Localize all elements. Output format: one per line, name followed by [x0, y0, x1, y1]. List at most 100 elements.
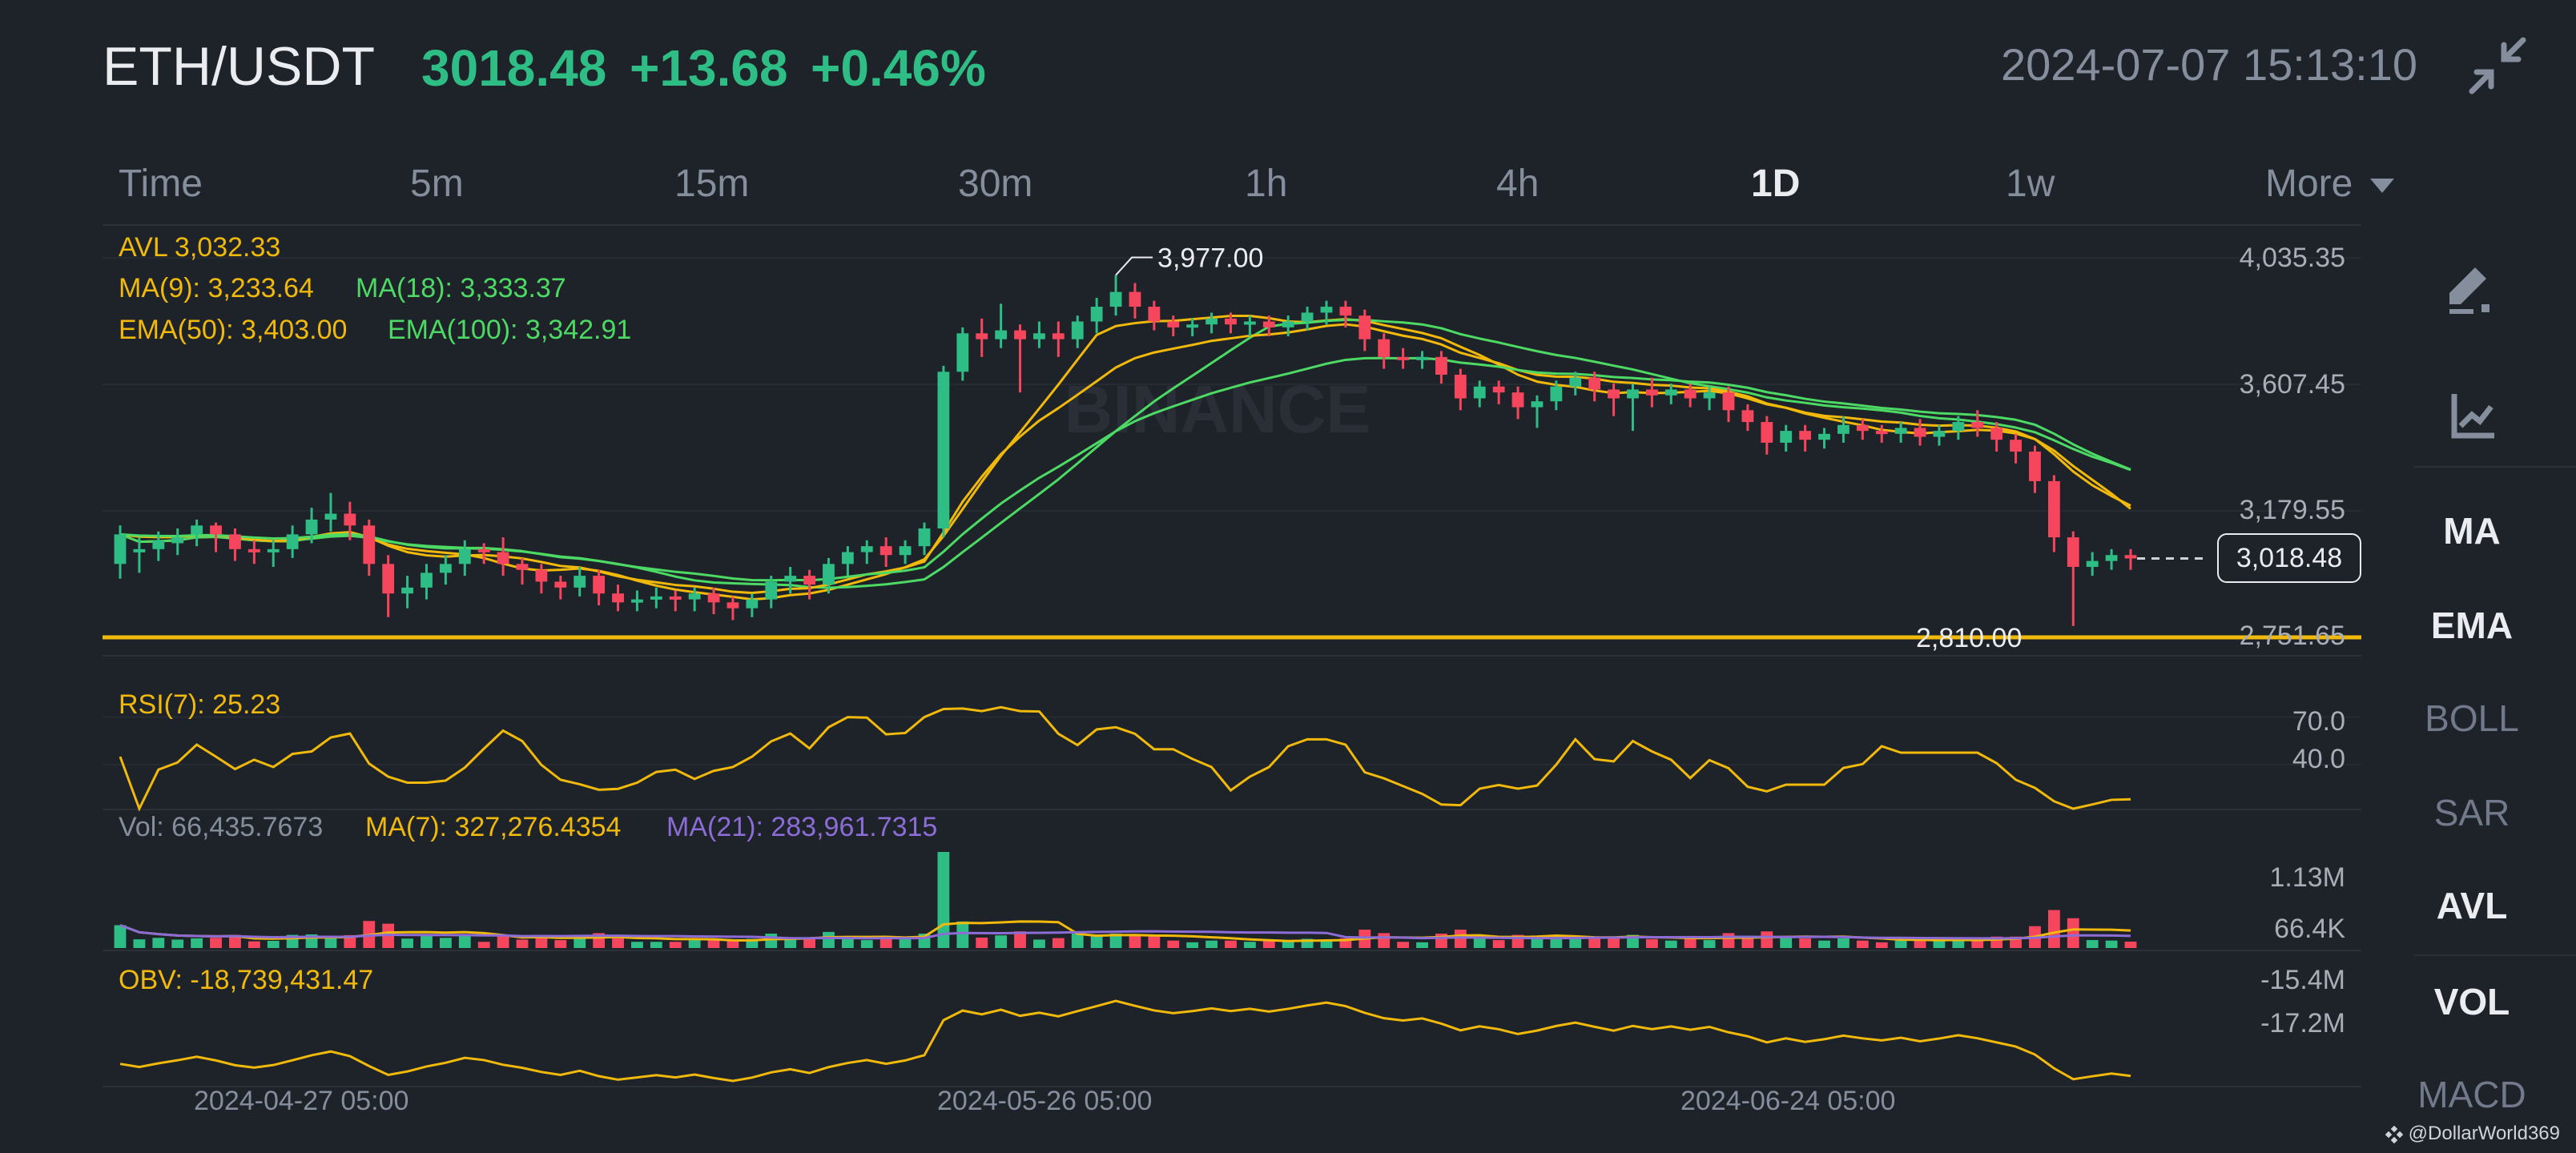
tab-time[interactable]: Time — [119, 163, 203, 205]
volume-bar — [1933, 940, 1946, 948]
tab-1h[interactable]: 1h — [1245, 163, 1288, 205]
divider — [2414, 466, 2576, 468]
volume-bar — [1129, 934, 1141, 948]
candle-body — [1435, 356, 1447, 375]
candle-body — [1627, 389, 1639, 399]
candle-body — [1339, 307, 1352, 316]
trading-pair[interactable]: ETH/USDT — [103, 36, 375, 97]
tab-4h[interactable]: 4h — [1496, 163, 1540, 205]
candle-body — [1109, 291, 1122, 307]
volume-value: Vol: 66,435.7673 — [119, 812, 324, 842]
candle-body — [1856, 424, 1869, 432]
volume-bar — [1167, 940, 1180, 948]
candle-body — [516, 564, 529, 570]
candle-body — [1703, 392, 1716, 399]
ema50-value: EMA(50): 3,403.00 — [119, 315, 348, 345]
volume-bar — [1531, 938, 1544, 948]
candle-body — [2029, 451, 2041, 481]
ema100-line — [119, 356, 2131, 582]
candle-body — [1473, 386, 1486, 399]
volume-ma7: MA(7): 327,276.4354 — [365, 812, 622, 842]
candle-body — [1129, 291, 1141, 307]
volume-bar — [1052, 938, 1065, 948]
candle-body — [2067, 537, 2079, 567]
candle-body — [1205, 318, 1218, 325]
volume-bar — [1722, 933, 1735, 948]
candle-body — [823, 564, 835, 585]
toggle-vol[interactable]: VOL — [2433, 981, 2510, 1022]
volume-axis-tick: 1.13M — [2269, 862, 2346, 893]
divider — [103, 224, 2361, 226]
volume-bar — [2047, 910, 2060, 948]
volume-bar — [1894, 940, 1907, 948]
draw-tool-button[interactable] — [2435, 258, 2509, 322]
volume-bar — [1569, 938, 1582, 948]
price-axis-tick: 3,607.45 — [2239, 369, 2345, 400]
toggle-ema[interactable]: EMA — [2430, 605, 2514, 646]
toggle-avl[interactable]: AVL — [2436, 885, 2508, 926]
binance-logo-icon — [2385, 1125, 2404, 1143]
tab-more[interactable]: More — [2265, 162, 2396, 206]
x-axis-date: 2024-05-26 05:00 — [937, 1086, 1153, 1116]
toggle-ma[interactable]: MA — [2443, 510, 2501, 552]
candle-body — [382, 564, 395, 594]
volume-bar — [1243, 942, 1256, 948]
volume-bar — [535, 936, 548, 948]
tab-1w[interactable]: 1w — [2006, 163, 2055, 205]
candle-body — [2124, 555, 2137, 559]
candle-body — [1990, 428, 2003, 440]
volume-bar — [1148, 935, 1161, 948]
tab-1d[interactable]: 1D — [1751, 163, 1801, 205]
volume-bar — [133, 939, 146, 948]
toggle-boll[interactable]: BOLL — [2425, 697, 2519, 739]
volume-bar — [1090, 934, 1103, 948]
candle-body — [171, 537, 184, 544]
candle-body — [1818, 433, 1830, 440]
obv-axis-tick: -17.2M — [2260, 1008, 2345, 1039]
volume-bar — [1684, 938, 1697, 948]
price-chart[interactable]: BINANCE 3,977.00 2,810.00 — [0, 0, 2371, 1153]
volume-ma21: MA(21): 283,961.7315 — [666, 812, 938, 842]
caret-down-icon — [2369, 179, 2394, 193]
volume-bar — [1320, 940, 1333, 948]
volume-bar — [1856, 940, 1869, 948]
volume-bar — [1282, 940, 1294, 948]
volume-bar — [803, 938, 815, 948]
volume-bar — [171, 939, 184, 948]
volume-bar — [516, 939, 529, 948]
rsi-axis-tick: 70.0 — [2292, 706, 2345, 737]
volume-bar — [956, 921, 969, 948]
volume-bar — [1875, 942, 1888, 948]
volume-bar — [746, 938, 759, 948]
volume-bar — [765, 934, 778, 948]
candle-body — [1684, 389, 1697, 399]
candle-body — [363, 525, 376, 564]
divider — [103, 809, 2361, 810]
toggle-sar[interactable]: SAR — [2433, 792, 2510, 834]
volume-bar — [1301, 938, 1314, 948]
candle-body — [1550, 386, 1563, 402]
candle-body — [1531, 401, 1544, 408]
candle-body — [803, 576, 815, 585]
ma9-value: MA(9): 3,233.64 — [119, 273, 314, 303]
volume-bar — [191, 938, 203, 948]
candle-body — [1243, 321, 1256, 325]
candle-body — [650, 596, 662, 600]
tab-15m[interactable]: 15m — [674, 163, 750, 205]
volume-bar — [2105, 940, 2118, 948]
volume-bar — [439, 938, 452, 948]
volume-bar — [2067, 918, 2079, 948]
volume-bar — [554, 940, 567, 948]
tab-30m[interactable]: 30m — [958, 163, 1033, 205]
volume-bar — [1473, 937, 1486, 948]
credit-watermark: @DollarWorld369 — [2385, 1123, 2560, 1145]
candle-body — [2105, 555, 2118, 561]
candle-body — [114, 534, 127, 564]
indicator-settings-button[interactable] — [2438, 384, 2506, 452]
candle-body — [1071, 321, 1084, 339]
candle-body — [860, 546, 873, 552]
tab-5m[interactable]: 5m — [410, 163, 464, 205]
volume-bar — [1454, 930, 1467, 948]
collapse-fullscreen-button[interactable] — [2467, 35, 2528, 96]
toggle-macd[interactable]: MACD — [2417, 1074, 2526, 1115]
